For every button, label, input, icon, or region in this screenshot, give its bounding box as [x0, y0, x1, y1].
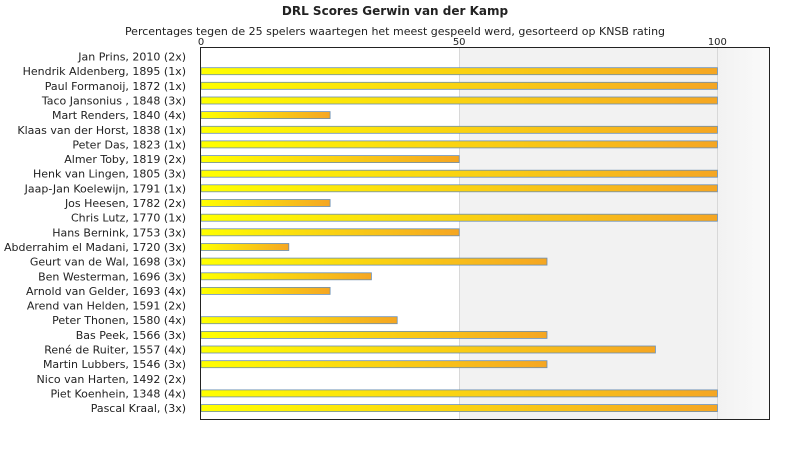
bar [200, 316, 398, 325]
x-tick-label: 0 [198, 37, 204, 48]
category-label: Paul Formanoij, 1872 (1x) [45, 80, 186, 93]
bar [200, 404, 718, 413]
bar [200, 111, 331, 119]
bar [200, 125, 718, 134]
bar [200, 228, 460, 237]
bar [200, 345, 656, 354]
category-label: René de Ruiter, 1557 (4x) [44, 344, 186, 357]
plot-shade-band [459, 48, 718, 419]
bar [200, 257, 548, 266]
category-label: Hendrik Aldenberg, 1895 (1x) [23, 65, 186, 78]
bar [200, 213, 718, 222]
bar [200, 360, 548, 369]
bar [200, 272, 372, 281]
category-label: Jos Heesen, 1782 (2x) [64, 197, 186, 210]
category-label: Klaas van der Horst, 1838 (1x) [17, 124, 186, 137]
bar [200, 243, 290, 251]
bar [200, 199, 331, 207]
category-label: Ben Westerman, 1696 (3x) [38, 270, 186, 283]
chart-title: DRL Scores Gerwin van der Kamp [281, 4, 509, 18]
bar [200, 81, 718, 90]
category-label: Arnold van Gelder, 1693 (4x) [26, 285, 186, 298]
bar [200, 330, 548, 339]
category-label: Nico van Harten, 1492 (2x) [37, 373, 186, 386]
category-label: Pascal Kraal, (3x) [91, 402, 186, 415]
bar [200, 67, 718, 76]
category-label: Hans Bernink, 1753 (3x) [52, 226, 186, 239]
bar [200, 140, 718, 149]
category-label: Bas Peek, 1566 (3x) [76, 329, 186, 342]
category-label: Henk van Lingen, 1805 (3x) [33, 168, 186, 181]
chart-subtitle: Percentages tegen de 25 spelers waartege… [124, 25, 666, 38]
category-label: Martin Lubbers, 1546 (3x) [43, 358, 186, 371]
x-tick-label: 50 [453, 37, 466, 48]
category-label: Mart Renders, 1840 (4x) [52, 109, 186, 122]
bar [200, 286, 331, 295]
category-label: Piet Koenhein, 1348 (4x) [50, 387, 186, 400]
bar [200, 169, 718, 178]
category-label: Jan Prins, 2010 (2x) [77, 51, 186, 64]
category-label: Peter Das, 1823 (1x) [72, 138, 186, 151]
plot-frame [200, 47, 770, 420]
category-label: Arend van Helden, 1591 (2x) [27, 300, 186, 313]
category-label: Almer Toby, 1819 (2x) [64, 153, 186, 166]
x-tick-label: 100 [708, 37, 727, 48]
plot-shade-band [717, 48, 769, 419]
bar [200, 96, 718, 105]
category-label: Peter Thonen, 1580 (4x) [52, 314, 186, 327]
category-label: Geurt van de Wal, 1698 (3x) [30, 256, 186, 269]
category-label: Abderrahim el Madani, 1720 (3x) [4, 241, 186, 254]
category-label: Jaap-Jan Koelewijn, 1791 (1x) [24, 182, 186, 195]
bar [200, 155, 460, 164]
bar [200, 184, 718, 193]
bar [200, 389, 718, 398]
category-label: Taco Jansonius , 1848 (3x) [41, 94, 186, 107]
category-label: Chris Lutz, 1770 (1x) [71, 212, 186, 225]
